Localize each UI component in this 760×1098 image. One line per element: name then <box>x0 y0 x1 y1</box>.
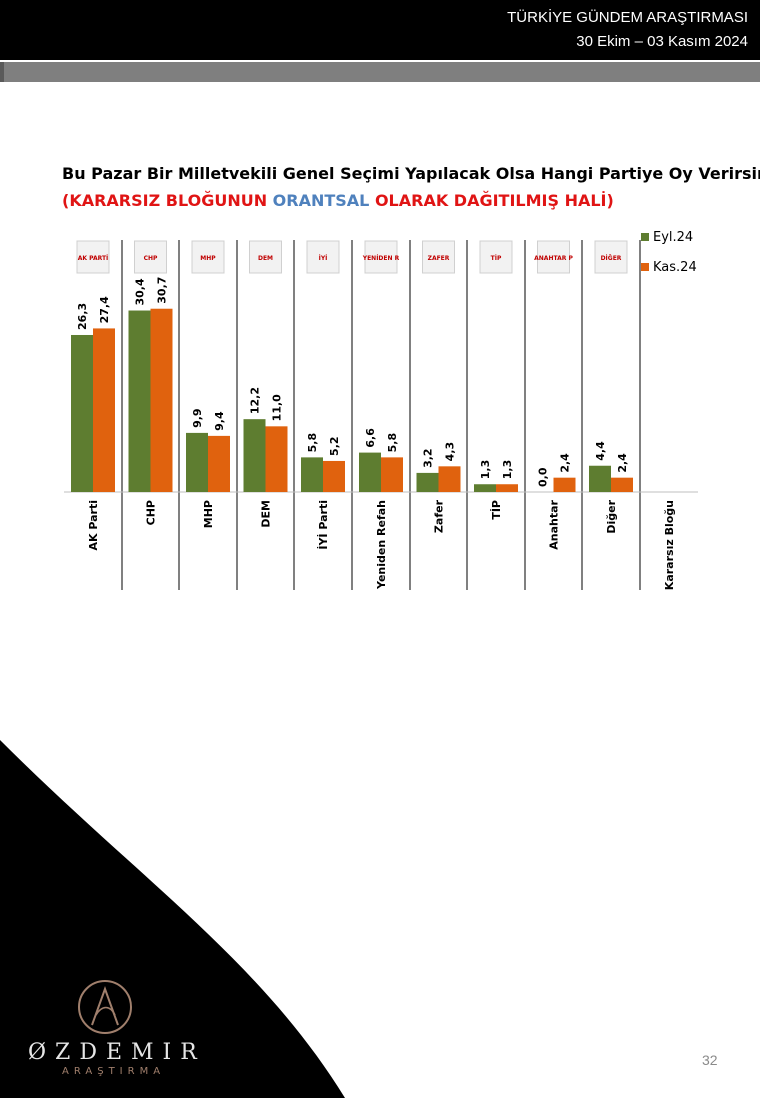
bar-kas24 <box>265 426 288 492</box>
data-label: 30,7 <box>156 277 169 304</box>
category-label: TİP <box>489 500 503 520</box>
bar-eyl24 <box>128 310 151 492</box>
category-label: İYİ Parti <box>316 500 330 550</box>
data-label: 3,2 <box>422 448 435 468</box>
party-logo-label: ANAHTAR P <box>534 255 573 262</box>
bar-kas24 <box>208 435 230 492</box>
legend-swatch <box>641 233 649 241</box>
party-logo-icon <box>537 240 570 274</box>
data-label: 11,0 <box>271 394 284 421</box>
page-number: 32 <box>702 1052 718 1068</box>
data-label: 30,4 <box>134 278 147 305</box>
bar-chart: AK PARTİ 26,3 27,4 AK Parti CHP 30,4 30,7 CHP MH… <box>64 230 698 590</box>
chart-title: Bu Pazar Bir Milletvekili Genel Seçimi Y… <box>62 164 760 183</box>
bar-eyl24 <box>589 465 611 492</box>
category-label: Yeniden Refah <box>375 500 388 590</box>
data-label: 4,4 <box>594 441 607 461</box>
bar-kas24 <box>611 477 633 492</box>
category-label: MHP <box>202 500 215 528</box>
party-logo-icon <box>76 240 110 274</box>
bar-kas24 <box>381 457 403 492</box>
data-label: 9,9 <box>191 408 204 428</box>
party-logo-icon <box>134 240 167 274</box>
report-title: TÜRKİYE GÜNDEM ARAŞTIRMASI <box>507 9 748 26</box>
legend-label: Kas.24 <box>653 260 697 275</box>
brand-name: ØZDEMIR <box>28 1040 206 1065</box>
party-logo-label: ZAFER <box>428 255 450 262</box>
bar-eyl24 <box>474 484 496 492</box>
brand-subtitle: ARAŞTIRMA <box>62 1066 166 1077</box>
subtitle-part-b: ORANTSAL <box>272 191 370 210</box>
data-label: 27,4 <box>98 296 111 323</box>
bar-kas24 <box>323 460 345 492</box>
party-logo-icon <box>594 240 628 274</box>
legend-swatch <box>641 263 649 271</box>
data-label: 5,2 <box>328 436 341 456</box>
bar-eyl24 <box>359 452 381 492</box>
bar-kas24 <box>553 477 576 492</box>
party-logo-icon <box>422 240 455 274</box>
bar-eyl24 <box>416 472 439 492</box>
party-logo-label: TİP <box>491 255 502 262</box>
party-logo-label: CHP <box>144 255 158 262</box>
bar-eyl24 <box>301 457 323 492</box>
legend-label: Eyl.24 <box>653 230 693 245</box>
party-logo-icon <box>191 240 225 274</box>
party-logo-label: DİĞER <box>601 255 622 262</box>
data-label: 4,3 <box>444 442 457 462</box>
party-logo-icon <box>306 240 340 274</box>
data-label: 1,3 <box>501 460 514 480</box>
bar-kas24 <box>438 466 461 492</box>
category-label: AK Parti <box>87 500 100 551</box>
party-logo-label: DEM <box>258 255 273 262</box>
data-label: 6,6 <box>364 428 377 448</box>
category-label: Zafer <box>433 499 446 533</box>
category-label: Kararsız Bloğu <box>663 500 676 590</box>
party-logo-label: İYİ <box>319 255 328 262</box>
party-logo-label: AK PARTİ <box>78 255 109 262</box>
divider-bar <box>0 62 760 82</box>
party-logo-icon <box>479 240 513 274</box>
category-label: Diğer <box>605 499 618 533</box>
subtitle-part-a: (KARARSIZ BLOĞUNUN <box>62 191 273 210</box>
chart-subtitle: (KARARSIZ BLOĞUNUN ORANTSAL OLARAK DAĞIT… <box>62 191 614 210</box>
category-label: Anahtar <box>548 499 561 549</box>
data-label: 9,4 <box>213 411 226 431</box>
subtitle-part-c: OLARAK DAĞITILMIŞ HALİ) <box>369 191 614 210</box>
header-bar: TÜRKİYE GÜNDEM ARAŞTIRMASI 30 Ekim – 03 … <box>0 0 760 60</box>
report-date: 30 Ekim – 03 Kasım 2024 <box>576 33 748 50</box>
data-label: 2,4 <box>559 453 572 473</box>
bar-kas24 <box>496 484 518 492</box>
bar-eyl24 <box>186 432 208 492</box>
data-label: 5,8 <box>386 433 399 453</box>
bar-eyl24 <box>243 419 266 492</box>
category-label: DEM <box>260 500 273 528</box>
brand-logo-icon <box>78 980 132 1034</box>
data-label: 2,4 <box>616 453 629 473</box>
data-label: 5,8 <box>306 433 319 453</box>
category-label: CHP <box>145 500 158 525</box>
data-label: 0,0 <box>537 467 550 487</box>
data-label: 12,2 <box>249 387 262 414</box>
data-label: 26,3 <box>76 303 89 330</box>
party-logo-label: YENİDEN R <box>362 255 400 262</box>
party-logo-icon <box>249 240 282 274</box>
data-label: 1,3 <box>479 460 492 480</box>
party-logo-icon <box>364 240 398 274</box>
bar-kas24 <box>93 328 115 492</box>
party-logo-label: MHP <box>200 255 216 262</box>
bar-eyl24 <box>71 334 93 492</box>
bar-kas24 <box>150 308 173 492</box>
